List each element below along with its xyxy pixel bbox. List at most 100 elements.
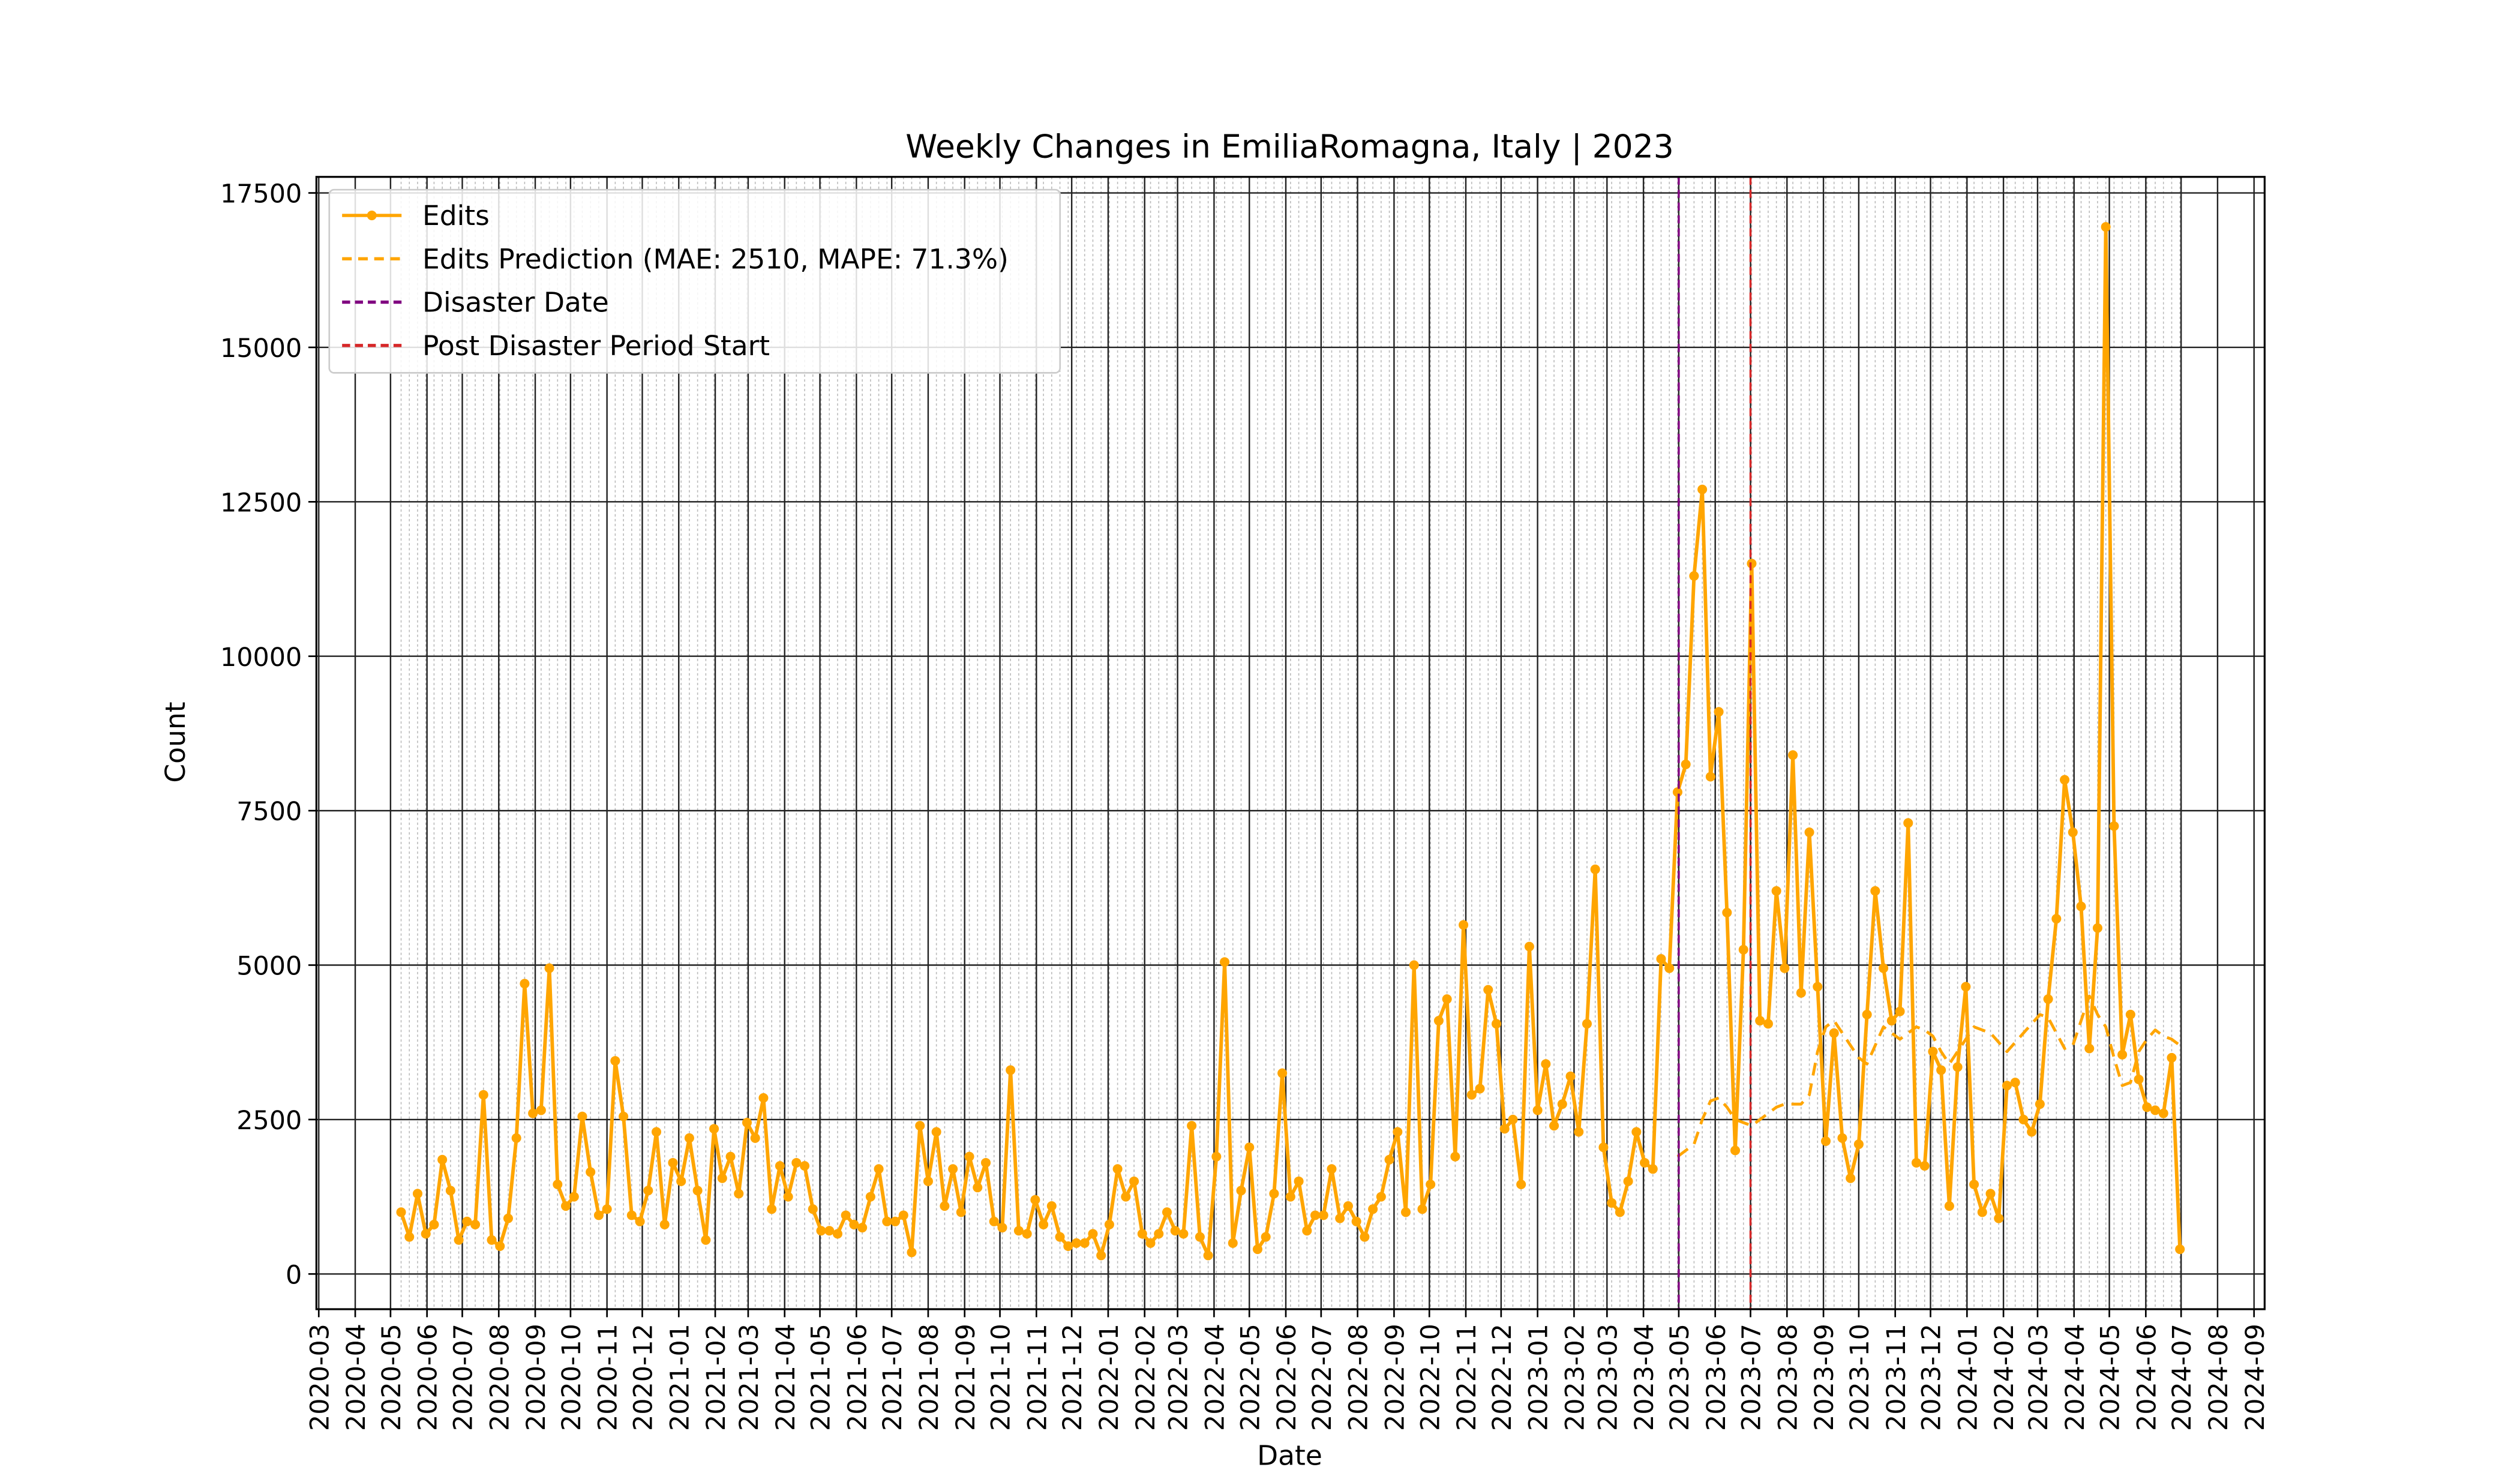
- data-point: [1261, 1232, 1271, 1242]
- data-point: [1640, 1157, 1650, 1168]
- data-point: [1187, 1121, 1197, 1131]
- data-point: [1384, 1154, 1394, 1165]
- y-tick-label: 10000: [220, 643, 302, 673]
- x-tick-label: 2021-02: [701, 1324, 731, 1431]
- data-point: [511, 1133, 521, 1143]
- data-point: [610, 1056, 620, 1066]
- data-point: [1846, 1173, 1856, 1183]
- data-point: [1343, 1201, 1353, 1211]
- data-point: [1409, 960, 1419, 970]
- x-tick-label: 2023-01: [1524, 1324, 1554, 1431]
- data-point: [1895, 1006, 1905, 1016]
- x-tick-label: 2020-08: [485, 1324, 515, 1431]
- legend: Edits Edits Prediction (MAE: 2510, MAPE: …: [328, 188, 1061, 374]
- data-point: [1426, 1179, 1436, 1190]
- data-point: [1129, 1176, 1139, 1186]
- data-point: [948, 1164, 958, 1174]
- y-axis-label: Count: [160, 701, 191, 782]
- x-tick-label: 2023-10: [1845, 1324, 1875, 1431]
- data-point: [1252, 1244, 1262, 1255]
- x-tick-label: 2022-03: [1164, 1324, 1194, 1431]
- data-point: [553, 1179, 563, 1190]
- data-point: [1376, 1192, 1386, 1202]
- data-point: [857, 1223, 868, 1233]
- data-point: [1837, 1133, 1847, 1143]
- y-tick-label: 12500: [220, 488, 302, 518]
- data-point: [964, 1151, 974, 1162]
- x-tick-label: 2022-10: [1415, 1324, 1445, 1431]
- data-point: [560, 1201, 571, 1211]
- data-point: [1244, 1142, 1255, 1153]
- data-point: [445, 1186, 455, 1196]
- x-tick-label: 2020-07: [449, 1324, 479, 1431]
- data-point: [1236, 1186, 1246, 1196]
- data-point: [1541, 1059, 1551, 1069]
- data-point: [1829, 1028, 1839, 1038]
- x-tick-label: 2024-09: [2240, 1324, 2270, 1431]
- data-point: [1813, 982, 1823, 992]
- data-point: [1088, 1229, 1098, 1239]
- data-point: [734, 1189, 744, 1199]
- data-point: [1516, 1179, 1526, 1190]
- data-point: [1162, 1207, 1172, 1217]
- data-point: [2051, 914, 2062, 924]
- data-point: [1969, 1179, 1979, 1190]
- data-point: [1417, 1204, 1427, 1214]
- data-point: [586, 1167, 596, 1177]
- data-point: [725, 1151, 736, 1162]
- data-point: [923, 1176, 933, 1186]
- data-point: [2167, 1052, 2177, 1063]
- data-point: [2158, 1108, 2168, 1118]
- data-point: [2043, 994, 2053, 1004]
- data-point: [1755, 1016, 1765, 1026]
- data-point: [816, 1226, 826, 1236]
- x-tick-label: 2024-02: [1990, 1324, 2020, 1431]
- data-point: [1228, 1238, 1238, 1248]
- data-point: [1656, 954, 1666, 964]
- data-point: [1590, 864, 1600, 874]
- data-point: [775, 1161, 785, 1171]
- data-point: [709, 1124, 719, 1134]
- data-point: [520, 979, 530, 989]
- data-point: [1433, 1016, 1444, 1026]
- data-point: [635, 1216, 645, 1226]
- x-tick-label: 2020-11: [593, 1324, 623, 1431]
- data-point: [1351, 1216, 1361, 1226]
- data-point: [1294, 1176, 1304, 1186]
- x-tick-label: 2020-05: [377, 1324, 407, 1431]
- data-line: [1676, 994, 2181, 1158]
- data-point: [1400, 1207, 1411, 1217]
- x-tick-label: 2022-08: [1344, 1324, 1374, 1431]
- data-point: [1870, 886, 1880, 896]
- data-point: [1763, 1019, 1773, 1029]
- x-tick-label: 2024-05: [2096, 1324, 2126, 1431]
- x-tick-label: 2020-09: [521, 1324, 551, 1431]
- y-tick-label: 5000: [236, 952, 302, 982]
- data-point: [1285, 1192, 1295, 1202]
- data-point: [1886, 1016, 1897, 1026]
- data-point: [2150, 1105, 2161, 1115]
- data-point: [1121, 1192, 1131, 1202]
- x-tick-label: 2023-11: [1882, 1324, 1912, 1431]
- x-tick-label: 2022-05: [1235, 1324, 1265, 1431]
- data-point: [487, 1235, 497, 1245]
- data-point: [882, 1216, 892, 1226]
- x-tick-label: 2021-03: [734, 1324, 764, 1431]
- data-point: [1030, 1195, 1040, 1205]
- data-point: [1985, 1189, 1996, 1199]
- data-point: [1944, 1201, 1954, 1211]
- data-point: [1071, 1238, 1082, 1248]
- x-tick-label: 2022-09: [1380, 1324, 1410, 1431]
- data-point: [692, 1186, 703, 1196]
- data-point: [1903, 818, 1913, 828]
- data-point: [956, 1207, 966, 1217]
- legend-label: Edits: [422, 200, 490, 232]
- data-point: [602, 1204, 612, 1214]
- data-point: [1705, 772, 1715, 782]
- data-point: [808, 1204, 818, 1214]
- data-point: [849, 1219, 859, 1229]
- data-point: [1318, 1210, 1328, 1220]
- data-point: [1466, 1090, 1477, 1100]
- data-point: [1911, 1157, 1922, 1168]
- data-point: [1112, 1164, 1123, 1174]
